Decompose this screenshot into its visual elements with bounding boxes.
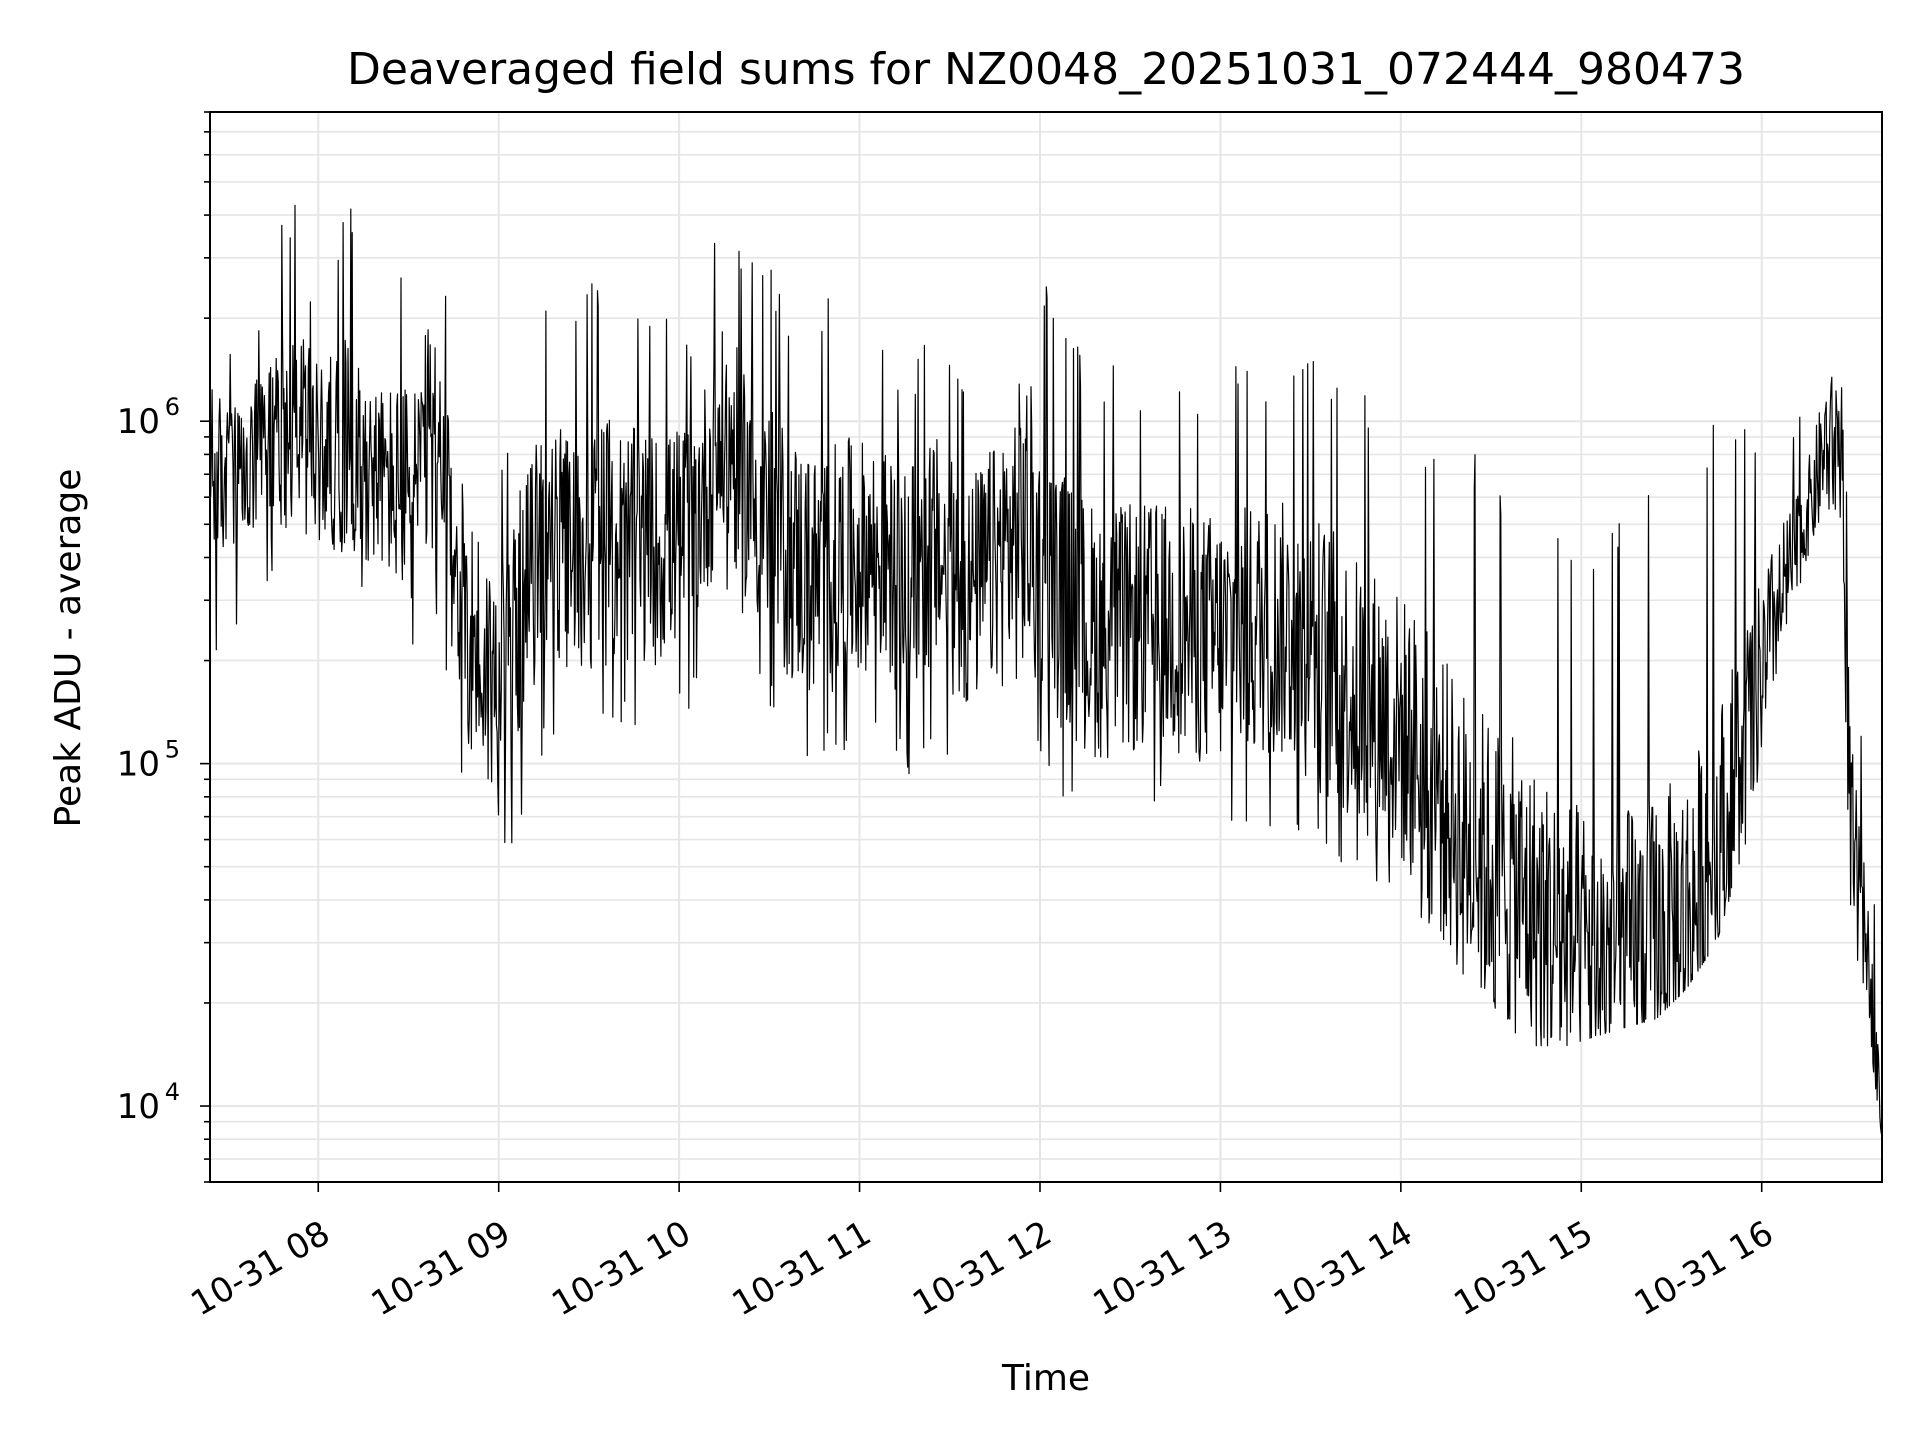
data-layer <box>209 204 1883 1135</box>
y-tick-label: 10 <box>117 402 160 442</box>
chart-title: Deaveraged field sums for NZ0048_2025103… <box>347 44 1745 95</box>
x-axis-label: Time <box>1001 1358 1090 1399</box>
y-tick-label: 10 <box>117 745 160 785</box>
y-axis-label: Peak ADU - average <box>48 469 89 828</box>
y-tick-exponent: 6 <box>165 393 180 421</box>
plot-frame <box>209 111 1883 1183</box>
y-tick-exponent: 4 <box>165 1078 180 1106</box>
y-tick-base: 10 <box>117 402 160 442</box>
series-line <box>209 204 1883 1135</box>
grid-layer <box>210 111 1882 1183</box>
y-tick-label: 10 <box>117 1087 160 1127</box>
y-tick-base: 10 <box>117 745 160 785</box>
y-tick-exponent: 5 <box>165 736 180 764</box>
y-tick-base: 10 <box>117 1087 160 1127</box>
